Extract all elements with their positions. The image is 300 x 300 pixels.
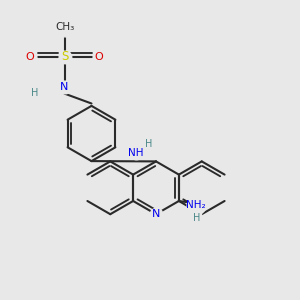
Text: H: H <box>31 88 38 98</box>
Text: NH: NH <box>128 148 143 158</box>
Text: N: N <box>152 209 160 219</box>
Text: N: N <box>60 82 69 92</box>
Text: CH₃: CH₃ <box>55 22 74 32</box>
Text: NH₂: NH₂ <box>187 200 206 210</box>
Text: H: H <box>145 139 153 149</box>
Text: S: S <box>61 50 68 64</box>
Text: O: O <box>26 52 34 62</box>
Text: O: O <box>94 52 103 62</box>
Text: H: H <box>193 213 200 224</box>
